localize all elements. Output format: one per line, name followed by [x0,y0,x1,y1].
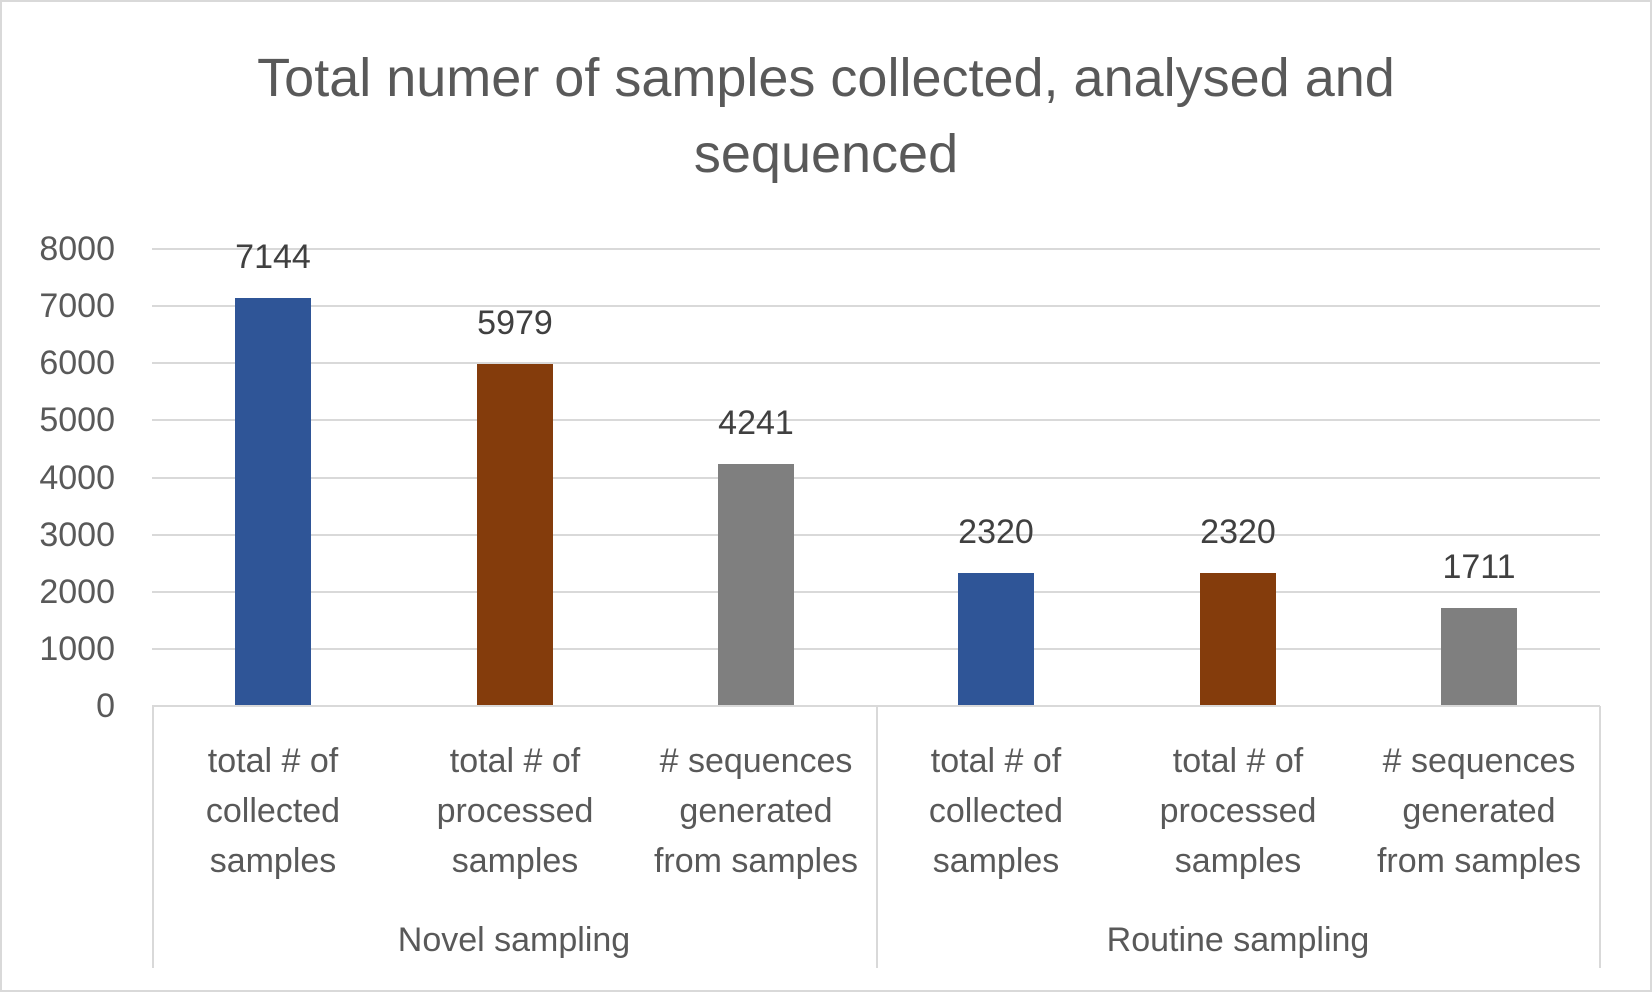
category-label: # sequences generated from samples [636,736,876,886]
category-label-line: total # of [930,742,1062,780]
gridline [152,647,1600,650]
category-label-line: collected [928,792,1064,830]
bar [1441,608,1517,706]
y-tick-label: 6000 [39,344,115,383]
category-label-line: generated [1402,792,1556,830]
category-separator [152,706,154,968]
chart-title-line-1: Total numer of samples collected, analys… [257,48,1395,108]
category-label: total # of collected samples [876,736,1116,886]
category-label-line: total # of [1172,742,1304,780]
gridline [152,476,1600,479]
y-tick-label: 2000 [39,572,115,611]
data-label: 2320 [1200,513,1276,552]
category-separator [1599,706,1601,968]
category-separator [876,706,878,968]
gridline [152,419,1600,422]
category-label: total # of collected samples [153,736,393,886]
y-tick-label: 1000 [39,629,115,668]
bar [477,364,553,706]
category-label-line: total # of [207,742,339,780]
group-label: Novel sampling [397,921,631,959]
y-tick-label: 4000 [39,458,115,497]
y-tick-label: 7000 [39,287,115,326]
bar [1200,573,1276,706]
data-label: 5979 [477,304,553,343]
category-label-line: samples [932,842,1060,880]
data-label: 7144 [235,237,311,276]
category-label: total # of processed samples [395,736,635,886]
group-label: Routine sampling [1106,921,1370,959]
category-label: # sequences generated from samples [1359,736,1599,886]
category-label-line: # sequences [659,742,853,780]
y-tick-label: 3000 [39,515,115,554]
category-label-line: from samples [1376,842,1582,880]
chart-title-line-2: sequenced [693,124,959,184]
category-label-line: samples [209,842,337,880]
category-label-line: processed [1159,792,1317,830]
gridline [152,590,1600,593]
category-label-line: processed [436,792,594,830]
bar [958,573,1034,706]
data-label: 2320 [958,513,1034,552]
gridline [152,305,1600,308]
category-label-line: samples [1174,842,1302,880]
gridline [152,533,1600,536]
category-label-line: # sequences [1382,742,1576,780]
category-label-line: generated [679,792,833,830]
bar [718,463,794,706]
bar [235,297,311,706]
category-label-line: total # of [449,742,581,780]
category-label-line: from samples [653,842,859,880]
category-label-line: collected [205,792,341,830]
category-label: total # of processed samples [1118,736,1358,886]
chart-title: Total numer of samples collected, analys… [0,40,1652,192]
data-label: 1711 [1442,548,1516,587]
gridline [152,362,1600,365]
gridline [152,248,1600,250]
y-tick-label: 5000 [39,401,115,440]
y-tick-label: 8000 [39,230,115,268]
data-label: 4241 [718,403,794,442]
y-tick-label: 0 [96,687,115,725]
category-label-line: samples [451,842,579,880]
